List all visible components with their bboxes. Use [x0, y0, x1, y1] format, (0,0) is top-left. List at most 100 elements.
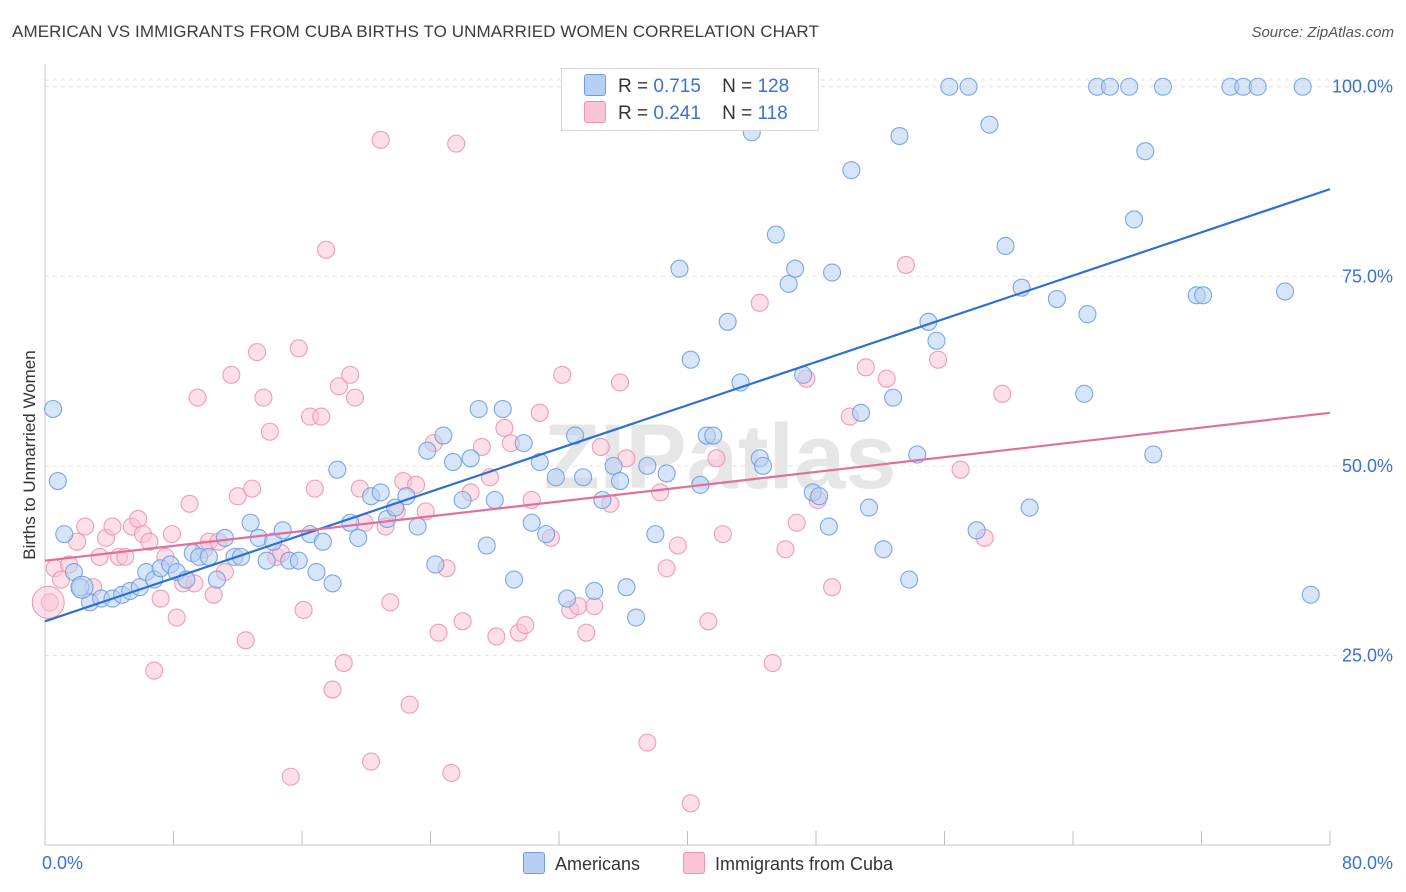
- americans-point: [1144, 445, 1163, 464]
- americans-point: [323, 574, 342, 593]
- americans-point: [823, 263, 842, 282]
- cuba-point: [204, 585, 223, 604]
- cuba-point: [222, 365, 241, 384]
- americans-point: [574, 468, 593, 487]
- x-tick-label-min: 0.0%: [42, 853, 83, 873]
- americans-point: [890, 126, 909, 146]
- americans-point: [530, 453, 549, 472]
- americans-point: [874, 540, 893, 559]
- americans-point: [43, 399, 63, 419]
- cuba-point: [317, 240, 336, 259]
- americans-point: [313, 532, 332, 551]
- americans-point: [493, 399, 512, 419]
- americans-point: [231, 547, 251, 566]
- cuba-point: [591, 437, 610, 456]
- americans-point: [980, 115, 999, 134]
- americans-point: [810, 487, 829, 506]
- cuba-point: [345, 388, 365, 407]
- americans-point: [1124, 210, 1144, 229]
- americans-point: [522, 513, 541, 532]
- n-label: N =: [722, 76, 753, 97]
- cuba-point: [453, 612, 472, 631]
- americans-point: [646, 525, 665, 544]
- y-tick-label: 100.0%: [1332, 77, 1393, 97]
- cuba-point: [188, 388, 207, 407]
- americans-legend-swatch: [523, 852, 545, 874]
- x-tick-label-max: 80.0%: [1342, 853, 1393, 873]
- tick-labels: 25.0% 50.0% 75.0% 100.0% 0.0% 80.0%: [42, 77, 1393, 873]
- cuba-point: [487, 627, 506, 646]
- cuba-point: [657, 559, 676, 578]
- cuba-point: [877, 369, 896, 388]
- cuba-point: [495, 418, 514, 438]
- americans-point: [670, 259, 689, 278]
- americans-point: [215, 528, 234, 547]
- americans-point: [900, 570, 919, 589]
- cuba-point: [334, 653, 353, 673]
- cuba-point: [585, 597, 604, 616]
- americans-point: [1075, 384, 1094, 403]
- cuba-point: [823, 578, 842, 597]
- americans-point: [704, 426, 723, 445]
- cuba-point: [776, 540, 795, 559]
- americans-point: [273, 521, 292, 540]
- cuba-legend-label: Immigrants from Cuba: [715, 854, 894, 874]
- americans-trend-line: [44, 188, 1331, 623]
- cuba-point: [787, 513, 806, 532]
- cuba-point: [228, 487, 247, 506]
- americans-point: [996, 236, 1015, 256]
- cuba-point: [896, 255, 916, 274]
- americans-point: [1120, 77, 1139, 96]
- americans-point: [927, 331, 946, 350]
- americans-point: [1047, 290, 1066, 309]
- cuba-point: [294, 600, 313, 619]
- cuba-point: [371, 130, 390, 149]
- americans-point: [426, 555, 445, 574]
- cuba-point: [260, 422, 279, 441]
- cuba-point: [289, 339, 308, 358]
- americans-point: [718, 312, 737, 331]
- americans-legend-label: Americans: [555, 854, 641, 874]
- legend-item-cuba: Immigrants from Cuba: [683, 852, 893, 876]
- cuba-point: [668, 536, 687, 555]
- cuba-point: [362, 752, 381, 771]
- cuba-point: [329, 377, 348, 396]
- americans-point: [418, 441, 437, 460]
- n-label: N =: [722, 103, 753, 124]
- americans-point: [477, 536, 496, 555]
- americans-point: [1153, 77, 1172, 96]
- cuba-point: [699, 612, 718, 631]
- americans-point: [1275, 282, 1295, 301]
- cuba-point: [993, 384, 1012, 403]
- cuba-point: [713, 525, 732, 544]
- americans-point: [328, 460, 347, 479]
- gridlines: [45, 79, 1365, 656]
- americans-point: [289, 551, 308, 570]
- cuba-point: [236, 631, 255, 650]
- r-label: R =: [618, 103, 649, 124]
- americans-point: [627, 608, 646, 627]
- correlation-legend: R = 0.715 N = 128 R = 0.241 N = 118: [561, 68, 819, 131]
- americans-point: [557, 589, 577, 608]
- americans-point: [514, 434, 533, 453]
- cuba-point: [254, 388, 273, 407]
- cuba-point: [553, 365, 572, 384]
- cuba-point: [247, 343, 267, 362]
- americans-point: [349, 528, 368, 547]
- americans-point: [199, 547, 218, 566]
- cuba-point: [76, 517, 95, 536]
- americans-point: [207, 570, 226, 589]
- americans-point: [593, 490, 612, 510]
- americans-point: [1100, 77, 1119, 96]
- americans-point: [1301, 585, 1320, 604]
- cuba-point: [31, 585, 65, 619]
- americans-point: [241, 513, 260, 532]
- cuba-point: [103, 517, 122, 536]
- americans-point: [604, 456, 623, 475]
- americans-point: [434, 426, 453, 445]
- y-tick-label: 50.0%: [1342, 456, 1393, 476]
- americans-point: [1194, 286, 1213, 305]
- americans-point: [657, 464, 676, 483]
- americans-point: [959, 77, 978, 96]
- americans-point: [1078, 305, 1097, 324]
